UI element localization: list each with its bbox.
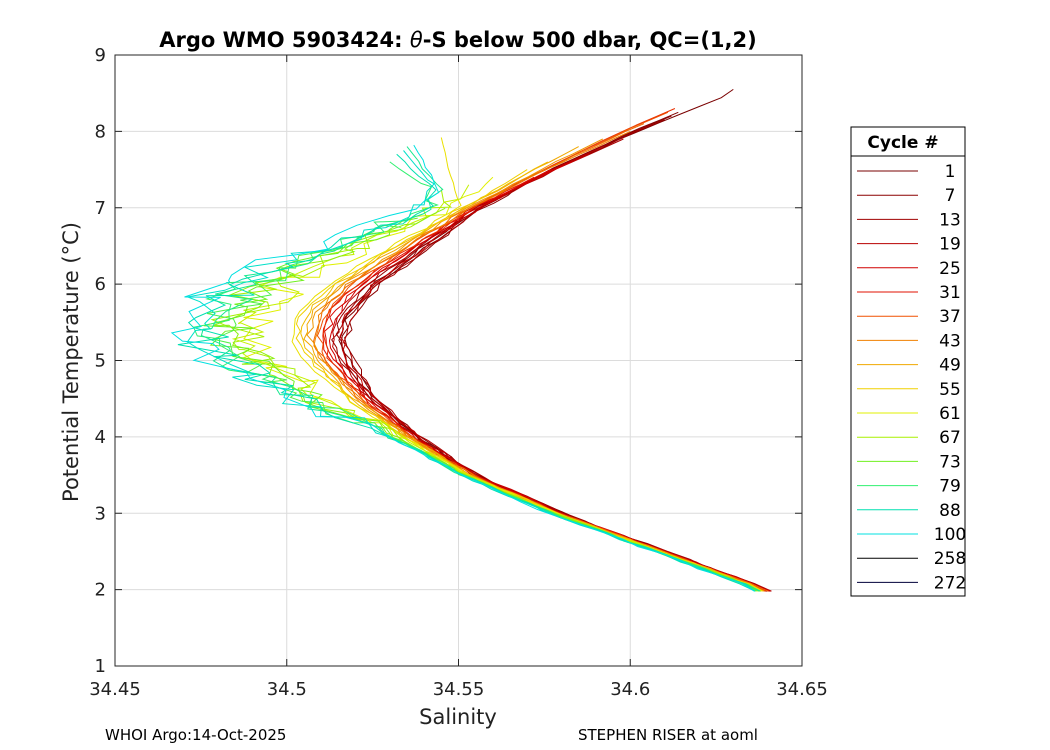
legend-title: Cycle # <box>867 133 938 153</box>
legend-label: 37 <box>939 307 961 327</box>
y-tick-label: 6 <box>95 274 106 295</box>
legend-label: 49 <box>939 356 961 376</box>
legend-label: 258 <box>934 549 966 569</box>
legend-label: 67 <box>939 428 961 448</box>
legend-label: 7 <box>945 186 956 206</box>
legend-label: 88 <box>939 501 961 521</box>
legend: Cycle # 1 7 13 19 25 31 37 43 49 55 61 67 73 79 88 100 2… <box>850 126 966 597</box>
legend-label: 73 <box>939 452 961 472</box>
legend-label: 19 <box>939 235 961 255</box>
y-tick-label: 2 <box>95 580 106 601</box>
legend-label: 25 <box>939 259 961 279</box>
legend-entry: 19 <box>857 235 961 255</box>
x-tick-label: 34.65 <box>776 679 828 700</box>
y-tick-label: 9 <box>95 45 106 66</box>
legend-entry: 25 <box>857 259 961 279</box>
legend-entry: 43 <box>857 331 961 351</box>
x-tick-label: 34.45 <box>89 679 141 700</box>
legend-entry: 37 <box>857 307 961 327</box>
footer-left: WHOI Argo:14-Oct-2025 <box>105 726 286 744</box>
legend-label: 31 <box>939 283 961 303</box>
x-tick-label: 34.55 <box>433 679 485 700</box>
legend-entry: 7 <box>857 186 955 206</box>
y-tick-label: 4 <box>95 427 106 448</box>
legend-label: 100 <box>934 525 966 545</box>
y-tick-label: 7 <box>95 198 106 219</box>
legend-entry: 79 <box>857 477 961 497</box>
y-tick-label: 3 <box>95 503 106 524</box>
y-tick-label: 5 <box>95 351 106 372</box>
y-axis-label: Potential Temperature (°C) <box>59 222 83 502</box>
legend-entry: 258 <box>857 549 966 569</box>
legend-label: 1 <box>945 162 956 182</box>
profiles-group <box>170 88 772 592</box>
legend-entries: 1 7 13 19 25 31 37 43 49 55 61 67 73 79 88 100 258 272 <box>857 162 966 593</box>
chart-title: Argo WMO 5903424: θ-S below 500 dbar, QC… <box>159 28 756 52</box>
x-tick-label: 34.6 <box>610 679 650 700</box>
profile-line-cycle-100 <box>170 144 755 592</box>
legend-box <box>850 126 966 597</box>
legend-entry: 100 <box>857 525 966 545</box>
y-tick-label: 8 <box>95 121 106 142</box>
legend-entry: 13 <box>857 210 961 230</box>
legend-entry: 1 <box>857 162 955 182</box>
legend-label: 61 <box>939 404 961 424</box>
legend-label: 13 <box>939 210 961 230</box>
ticks-group: 34.45 34.5 34.55 34.6 34.65 1 2 3 4 5 6 7 8 9 <box>89 45 828 700</box>
x-axis-label: Salinity <box>419 705 497 729</box>
x-tick-label: 34.5 <box>267 679 307 700</box>
legend-entry: 67 <box>857 428 961 448</box>
legend-label: 55 <box>939 380 961 400</box>
footer-right: STEPHEN RISER at aoml <box>578 726 758 744</box>
legend-label: 272 <box>934 573 966 593</box>
legend-entry: 49 <box>857 356 961 376</box>
legend-entry: 61 <box>857 404 961 424</box>
legend-label: 79 <box>939 477 961 497</box>
legend-entry: 55 <box>857 380 961 400</box>
legend-entry: 88 <box>857 501 961 521</box>
legend-entry: 31 <box>857 283 961 303</box>
legend-entry: 272 <box>857 573 966 593</box>
legend-entry: 73 <box>857 452 961 472</box>
legend-label: 43 <box>939 331 961 351</box>
y-tick-label: 1 <box>95 656 106 677</box>
